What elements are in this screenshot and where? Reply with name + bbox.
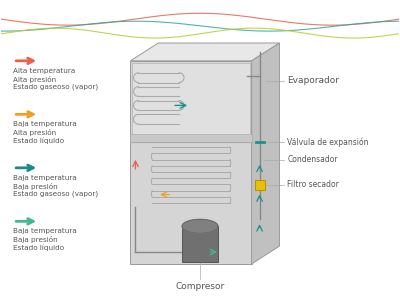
Text: Baja presión: Baja presión [13, 183, 58, 190]
Text: Alta presión: Alta presión [13, 129, 56, 136]
Text: Alta temperatura: Alta temperatura [13, 68, 76, 74]
Polygon shape [130, 43, 280, 61]
Text: Compresor: Compresor [175, 282, 225, 291]
Polygon shape [130, 134, 252, 142]
Text: Alta presión: Alta presión [13, 76, 56, 83]
Bar [255, 180, 264, 190]
Text: Válvula de expansión: Válvula de expansión [287, 137, 369, 147]
Polygon shape [130, 61, 252, 264]
Text: Baja temperatura: Baja temperatura [13, 121, 77, 127]
Text: Condensador: Condensador [287, 155, 338, 164]
Text: Evaporador: Evaporador [287, 76, 339, 85]
Text: Baja temperatura: Baja temperatura [13, 228, 77, 234]
Polygon shape [132, 63, 250, 134]
Text: Estado gaseoso (vapor): Estado gaseoso (vapor) [13, 190, 98, 197]
Polygon shape [252, 43, 280, 264]
Text: Filtro secador: Filtro secador [287, 180, 339, 189]
Text: Estado líquido: Estado líquido [13, 137, 64, 144]
Text: Estado gaseoso (vapor): Estado gaseoso (vapor) [13, 84, 98, 90]
Polygon shape [182, 226, 218, 262]
Text: Estado líquido: Estado líquido [13, 244, 64, 250]
Text: Baja temperatura: Baja temperatura [13, 175, 77, 181]
Text: Baja presión: Baja presión [13, 236, 58, 243]
Polygon shape [182, 219, 218, 233]
